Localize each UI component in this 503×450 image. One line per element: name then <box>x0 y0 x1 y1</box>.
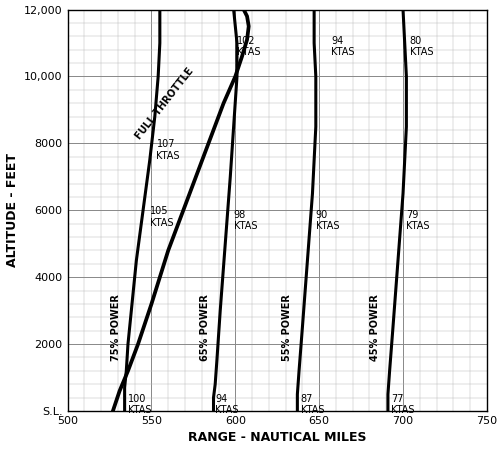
X-axis label: RANGE - NAUTICAL MILES: RANGE - NAUTICAL MILES <box>188 432 367 445</box>
Text: 107
KTAS: 107 KTAS <box>156 139 180 161</box>
Text: 65% POWER: 65% POWER <box>200 294 210 361</box>
Text: 94
KTAS: 94 KTAS <box>331 36 355 57</box>
Text: 75% POWER: 75% POWER <box>111 294 121 361</box>
Text: 102
KTAS: 102 KTAS <box>237 36 261 57</box>
Text: 79
KTAS: 79 KTAS <box>406 210 430 231</box>
Text: 100
KTAS: 100 KTAS <box>128 394 151 415</box>
Text: 105
KTAS: 105 KTAS <box>150 206 173 228</box>
Text: 55% POWER: 55% POWER <box>282 294 292 361</box>
Text: 80
KTAS: 80 KTAS <box>410 36 433 57</box>
Y-axis label: ALTITUDE - FEET: ALTITUDE - FEET <box>6 153 19 267</box>
Text: 90
KTAS: 90 KTAS <box>316 210 340 231</box>
Text: 45% POWER: 45% POWER <box>370 294 380 361</box>
Text: 87
KTAS: 87 KTAS <box>301 394 324 415</box>
Text: 77
KTAS: 77 KTAS <box>391 394 415 415</box>
Text: FULL THROTTLE: FULL THROTTLE <box>134 66 196 141</box>
Text: 94
KTAS: 94 KTAS <box>215 394 239 415</box>
Text: 98
KTAS: 98 KTAS <box>233 210 257 231</box>
